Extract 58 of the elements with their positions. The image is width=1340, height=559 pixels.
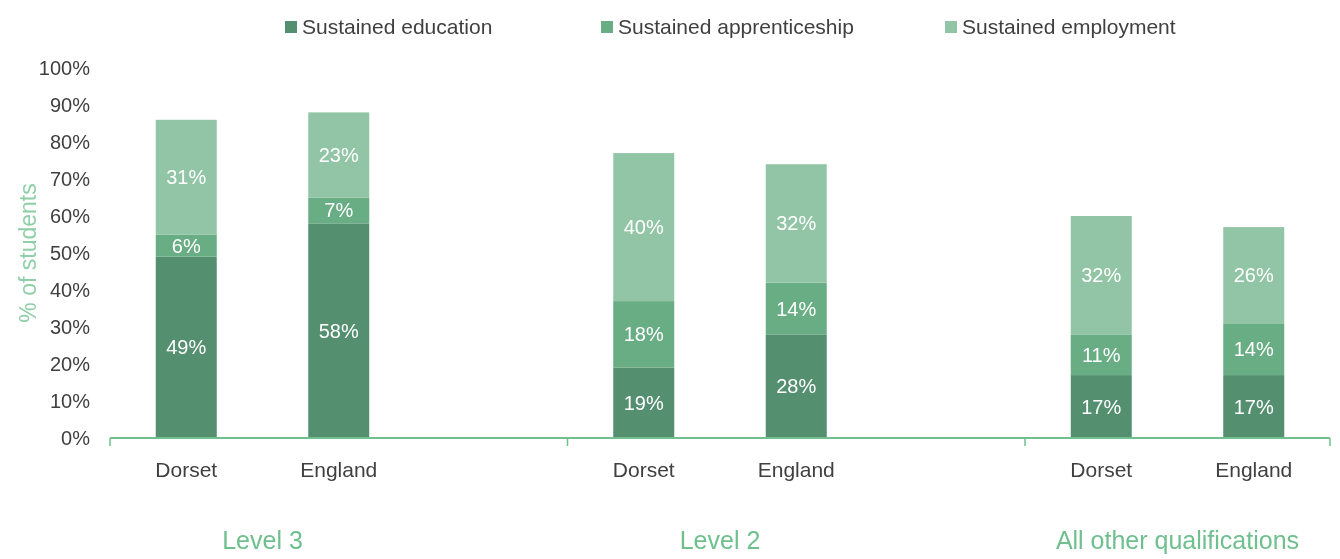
y-tick-label: 50%: [49, 242, 91, 264]
x-tick-label: England: [757, 458, 835, 482]
text: 23%: [318, 143, 359, 166]
y-tick-label: 20%: [49, 353, 91, 375]
text: Level 2: [679, 525, 761, 554]
text: 14%: [776, 297, 817, 320]
bar: [1223, 227, 1285, 324]
bar: [765, 334, 827, 438]
y-tick-label: 10%: [49, 390, 91, 412]
text: 40%: [623, 216, 664, 239]
bar: [1070, 334, 1132, 376]
y-tick-label: 60%: [49, 205, 91, 227]
y-tick-label: 80%: [49, 131, 91, 153]
text: 26%: [1233, 264, 1274, 287]
x-tick-label: Dorset: [612, 458, 675, 482]
x-tick-label: Dorset: [155, 458, 218, 482]
text: 18%: [623, 323, 664, 346]
text: 49%: [166, 336, 207, 359]
y-tick-label: 70%: [49, 168, 91, 190]
bar: [308, 112, 370, 198]
legend-label: Sustained employment: [962, 15, 1176, 39]
y-tick-label: 0%: [61, 427, 91, 449]
bar: [613, 153, 675, 302]
text: 17%: [1081, 395, 1122, 418]
bar: [1223, 323, 1285, 376]
bar: [1070, 216, 1132, 335]
text: 31%: [166, 166, 207, 189]
x-tick-label: England: [1215, 458, 1293, 482]
bar: [155, 256, 217, 438]
text: 11%: [1081, 343, 1121, 366]
text: 19%: [623, 391, 664, 414]
bar: [1070, 375, 1132, 438]
text: 32%: [776, 212, 817, 235]
bar: [765, 164, 827, 283]
y-tick-label: 30%: [49, 316, 91, 338]
y-axis-title: % of students: [15, 183, 42, 323]
bar: [765, 282, 827, 335]
text: 6%: [171, 234, 201, 257]
bar: [155, 119, 217, 235]
bar: [1223, 375, 1285, 438]
text: 58%: [318, 319, 359, 342]
text: All other qualifications: [1055, 525, 1300, 554]
bar: [308, 223, 370, 438]
bar: [613, 301, 675, 368]
y-tick-label: 100%: [38, 57, 91, 79]
text: 32%: [1081, 264, 1122, 287]
legend-label: Sustained apprenticeship: [618, 15, 854, 39]
y-tick-label: 90%: [49, 94, 91, 116]
text: 14%: [1233, 338, 1274, 361]
legend-label: Sustained education: [302, 15, 493, 39]
x-tick-label: England: [300, 458, 378, 482]
x-tick-label: Dorset: [1070, 458, 1133, 482]
text: 7%: [324, 199, 354, 222]
bar: [613, 367, 675, 438]
text: 28%: [776, 375, 817, 398]
text: Level 3: [222, 525, 303, 554]
y-tick-label: 40%: [49, 279, 91, 301]
text: 17%: [1233, 395, 1274, 418]
